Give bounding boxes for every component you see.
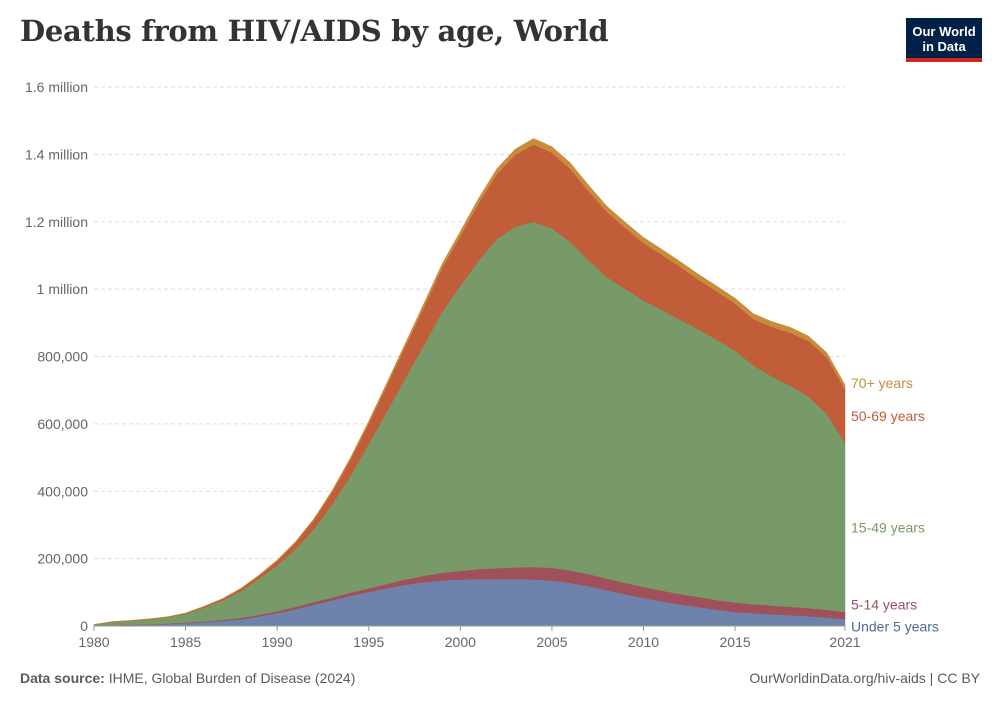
x-tick-label: 1995 <box>353 634 384 650</box>
legend-label[interactable]: 50-69 years <box>851 408 925 424</box>
x-tick-label: 2005 <box>536 634 567 650</box>
y-tick-label: 1 million <box>37 281 88 297</box>
legend-label[interactable]: 5-14 years <box>851 597 917 613</box>
axes: 0 200,000 400,000 600,000 800,000 1 million 1.… <box>25 79 861 650</box>
y-tick-label: 1.6 million <box>25 79 88 95</box>
x-tick-label: 2021 <box>829 634 860 650</box>
logo-line1: Our World <box>912 24 976 39</box>
y-tick-label: 400,000 <box>37 483 88 499</box>
owid-logo[interactable]: Our World in Data <box>906 18 982 62</box>
data-source-text: IHME, Global Burden of Disease (2024) <box>108 670 356 686</box>
y-tick-label: 800,000 <box>37 349 88 365</box>
x-tick-label: 2000 <box>445 634 476 650</box>
credit-link[interactable]: OurWorldinData.org/hiv-aids | CC BY <box>749 670 980 686</box>
x-tick-label: 1990 <box>262 634 293 650</box>
legend: Under 5 years 5-14 years 15-49 years 50-69 … <box>851 375 939 635</box>
legend-label[interactable]: 15-49 years <box>851 519 925 535</box>
x-tick-label: 1980 <box>78 634 109 650</box>
area-70-years[interactable] <box>93 138 846 625</box>
y-tick-label: 0 <box>80 618 88 634</box>
data-source-label: Data source: <box>20 670 105 686</box>
data-source: Data source: IHME, Global Burden of Dise… <box>20 670 355 686</box>
legend-label[interactable]: 70+ years <box>851 375 913 391</box>
logo-line2: in Data <box>922 39 966 54</box>
legend-label[interactable]: Under 5 years <box>851 619 939 635</box>
y-tick-label: 600,000 <box>37 416 88 432</box>
x-tick-label: 1985 <box>170 634 201 650</box>
chart-title: Deaths from HIV/AIDS by age, World <box>20 14 609 48</box>
y-tick-label: 200,000 <box>37 551 88 567</box>
y-tick-label: 1.2 million <box>25 214 88 230</box>
area-series <box>93 138 846 627</box>
y-tick-label: 1.4 million <box>25 146 88 162</box>
x-tick-label: 2015 <box>720 634 751 650</box>
x-tick-label: 2010 <box>628 634 659 650</box>
